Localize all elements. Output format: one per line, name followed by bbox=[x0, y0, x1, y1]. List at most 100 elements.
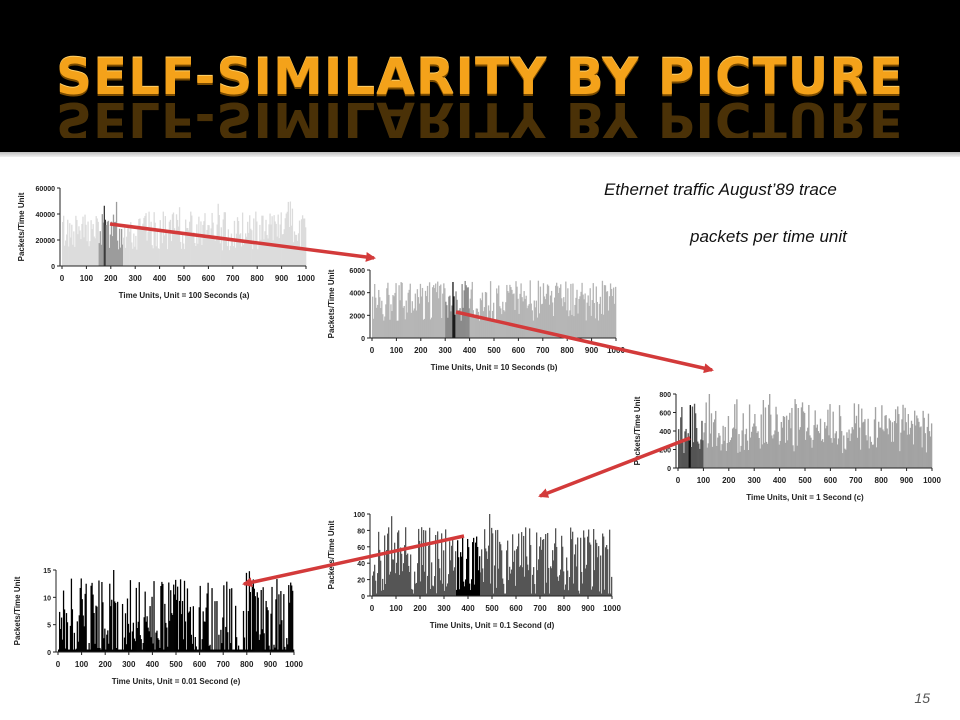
y-tick-label: 400 bbox=[659, 429, 671, 436]
data-bar bbox=[249, 591, 252, 652]
data-bar bbox=[239, 649, 242, 652]
data-bar bbox=[561, 298, 563, 338]
data-bar bbox=[84, 214, 86, 266]
data-bar bbox=[164, 216, 166, 266]
data-bar bbox=[142, 643, 144, 652]
data-bar bbox=[581, 282, 583, 338]
data-bar bbox=[439, 568, 441, 596]
data-bar bbox=[246, 649, 249, 652]
x-tick-label: 700 bbox=[533, 604, 547, 613]
data-bar bbox=[919, 427, 921, 468]
data-bar bbox=[402, 307, 404, 338]
data-bar bbox=[160, 586, 162, 652]
data-bar bbox=[206, 229, 208, 266]
data-bar bbox=[828, 435, 830, 468]
data-bar bbox=[740, 445, 742, 468]
data-bar bbox=[546, 582, 548, 596]
data-bar bbox=[424, 571, 426, 596]
data-bar bbox=[521, 297, 523, 338]
data-bar bbox=[872, 444, 875, 468]
data-bar bbox=[606, 545, 608, 596]
x-tick-label: 800 bbox=[251, 274, 265, 283]
data-bar bbox=[883, 431, 885, 468]
data-bar bbox=[581, 571, 583, 596]
data-bar bbox=[600, 555, 602, 596]
data-bar bbox=[409, 572, 411, 596]
data-bar bbox=[909, 427, 912, 468]
data-bar bbox=[497, 529, 499, 596]
data-bar bbox=[170, 241, 173, 266]
data-bar bbox=[576, 289, 578, 338]
data-bar bbox=[115, 602, 117, 652]
data-bar bbox=[164, 603, 166, 652]
data-bar bbox=[292, 590, 294, 652]
data-bar bbox=[410, 312, 412, 338]
data-bar bbox=[286, 638, 288, 652]
data-bar bbox=[116, 240, 119, 266]
data-bar bbox=[240, 649, 243, 652]
data-bar bbox=[83, 626, 85, 652]
data-bar bbox=[435, 283, 437, 338]
data-bar bbox=[113, 222, 116, 266]
x-tick-label: 400 bbox=[153, 274, 167, 283]
data-bar bbox=[169, 219, 172, 266]
data-bar bbox=[840, 431, 843, 468]
data-bar bbox=[542, 539, 544, 596]
data-bar bbox=[817, 431, 820, 468]
data-bar bbox=[709, 433, 712, 468]
data-bar bbox=[391, 516, 393, 596]
data-bar bbox=[291, 585, 293, 652]
data-bar bbox=[280, 591, 282, 652]
data-bar bbox=[837, 438, 840, 468]
data-bar bbox=[215, 237, 217, 266]
data-bar bbox=[125, 644, 128, 652]
data-bar bbox=[381, 300, 383, 338]
data-bar bbox=[411, 588, 413, 596]
data-bar bbox=[300, 219, 303, 266]
data-bar bbox=[605, 547, 607, 596]
data-bar bbox=[233, 649, 235, 652]
data-bar bbox=[423, 530, 425, 596]
data-bar bbox=[871, 444, 874, 468]
data-bar bbox=[420, 581, 422, 596]
data-bar bbox=[472, 310, 474, 338]
data-bar bbox=[394, 292, 396, 338]
data-bar bbox=[114, 601, 116, 652]
data-bar bbox=[535, 300, 537, 338]
data-bar bbox=[430, 588, 432, 596]
data-bar bbox=[408, 289, 410, 338]
data-bar bbox=[377, 573, 379, 596]
data-bar bbox=[906, 434, 908, 468]
data-bar bbox=[229, 245, 232, 266]
data-bar bbox=[874, 407, 877, 468]
data-bar bbox=[91, 582, 93, 652]
data-bar bbox=[490, 583, 492, 596]
data-bar bbox=[690, 447, 693, 468]
data-bar bbox=[447, 317, 449, 338]
data-bar bbox=[925, 452, 928, 468]
data-bar bbox=[598, 303, 601, 338]
data-bar bbox=[258, 639, 260, 652]
data-bar bbox=[527, 564, 529, 596]
data-bar bbox=[232, 246, 235, 266]
data-bar bbox=[601, 593, 603, 596]
data-bar bbox=[881, 405, 883, 468]
data-bar bbox=[99, 647, 101, 652]
data-bar bbox=[265, 600, 267, 652]
data-bar bbox=[720, 450, 722, 468]
data-bar bbox=[422, 319, 425, 338]
data-bar bbox=[85, 583, 87, 652]
y-tick-label: 80 bbox=[357, 528, 365, 535]
data-bar bbox=[597, 320, 600, 338]
data-bar bbox=[165, 622, 167, 652]
data-bar bbox=[546, 284, 549, 338]
data-bar bbox=[551, 302, 554, 338]
data-bar bbox=[79, 587, 81, 652]
data-bar bbox=[807, 427, 809, 468]
data-bar bbox=[442, 583, 444, 596]
data-bar bbox=[478, 320, 481, 338]
data-bar bbox=[813, 425, 815, 468]
data-bar bbox=[475, 542, 477, 596]
data-bar bbox=[145, 621, 147, 652]
data-bar bbox=[287, 201, 290, 266]
